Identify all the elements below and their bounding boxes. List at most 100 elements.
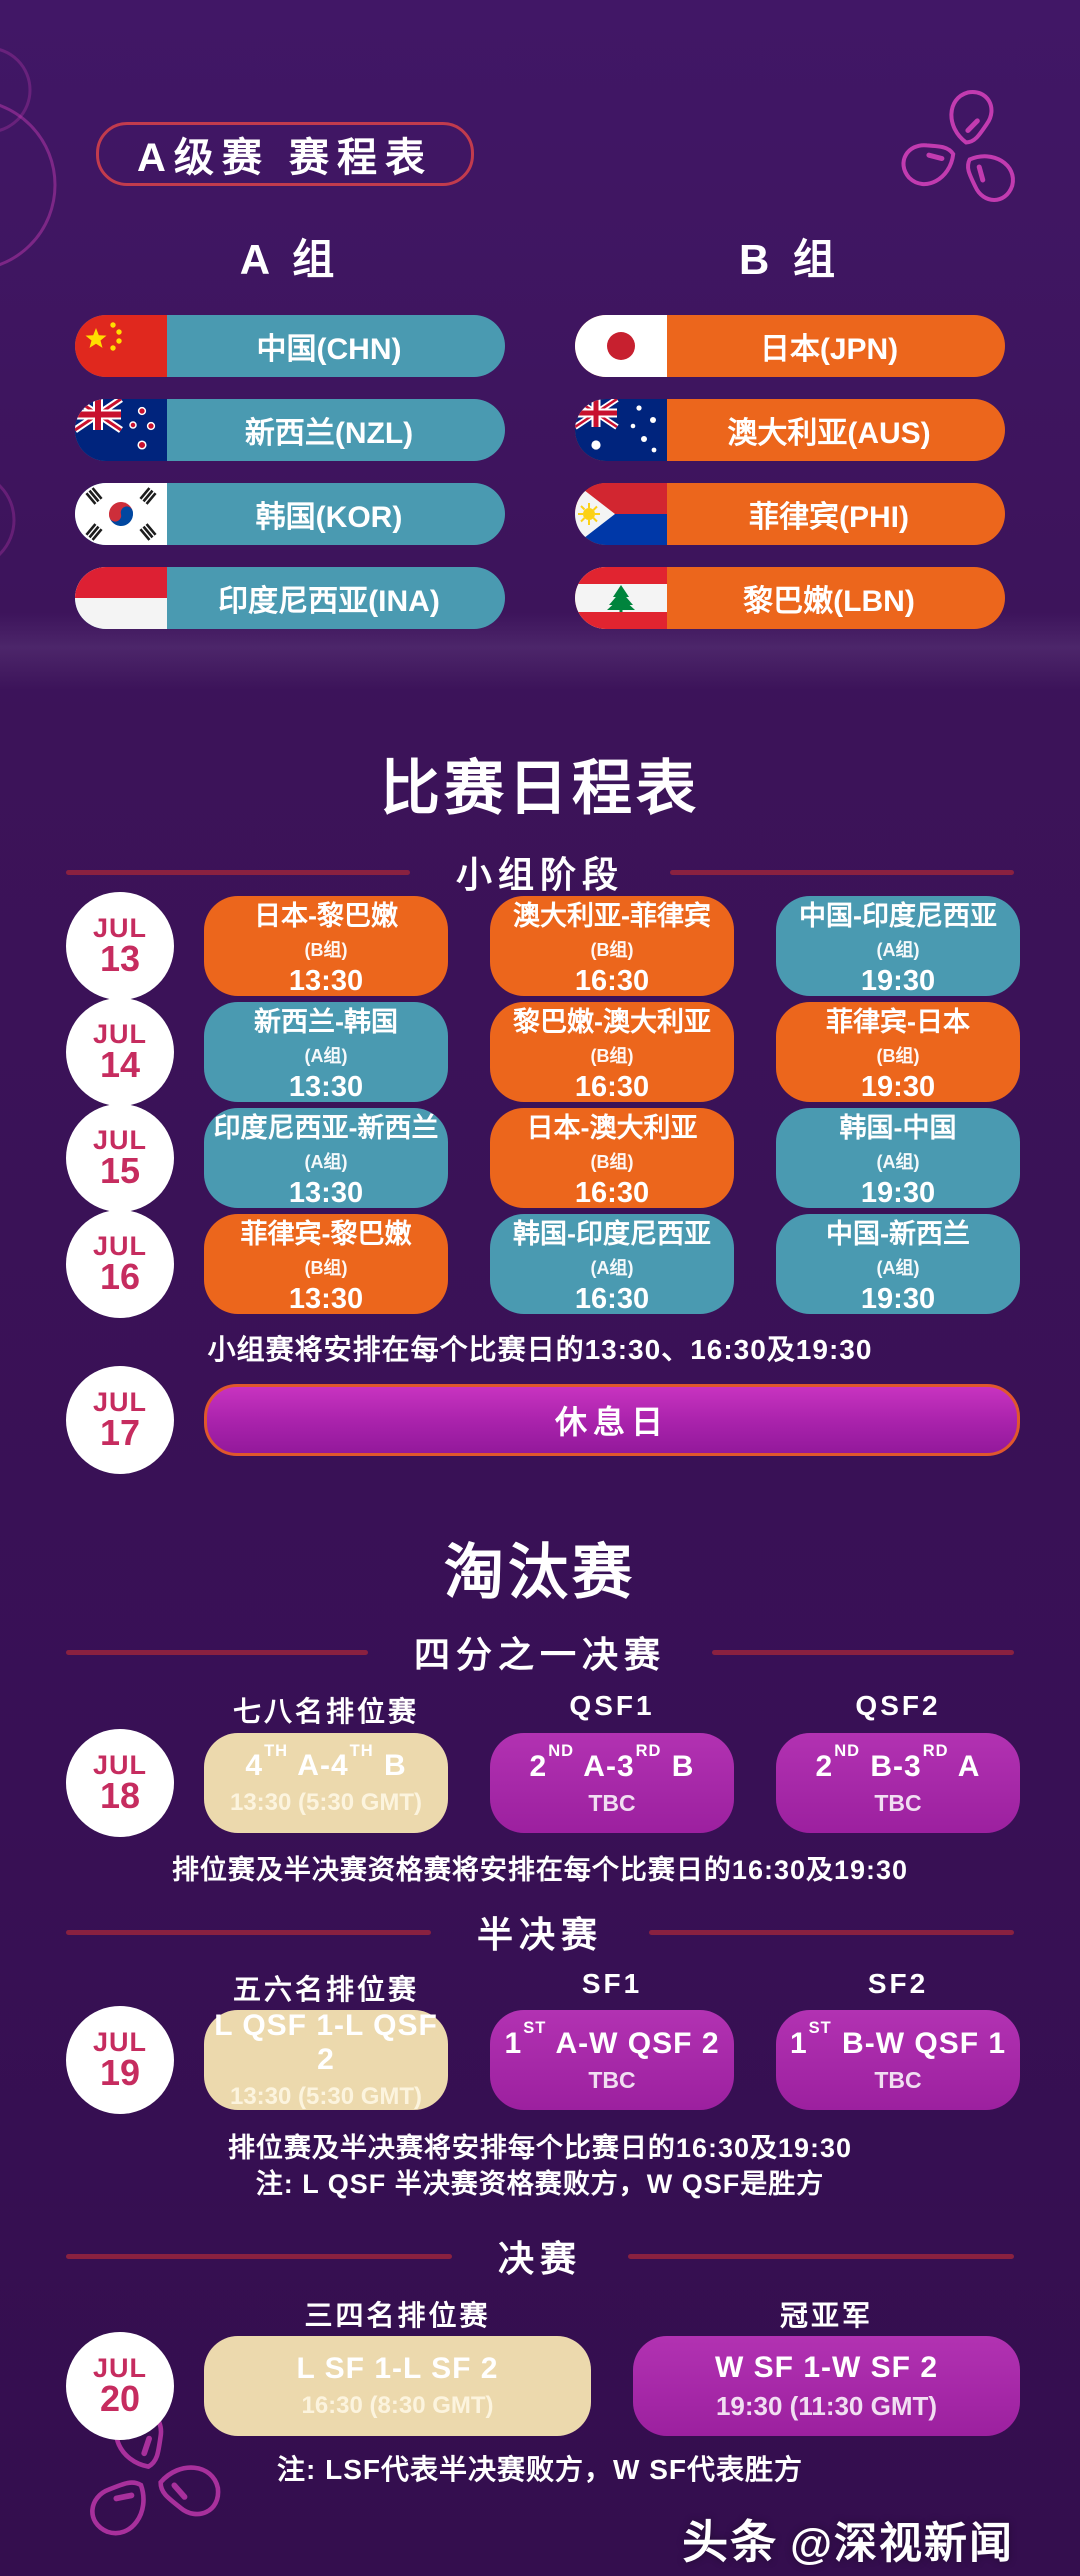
column-header: QSF1 (569, 1690, 655, 1721)
team-pill-south-korea: 韩国(KOR) (75, 483, 505, 545)
match-teams: 韩国-印度尼西亚 (513, 1219, 711, 1249)
column-header: SF1 (581, 1968, 643, 1999)
team-name: 印度尼西亚(INA) (218, 585, 440, 618)
match-teams: 菲律宾-黎巴嫩 (240, 1219, 412, 1249)
quarterfinal-label: 四分之一决赛 (414, 1634, 667, 1675)
match-time: 13:30 (288, 965, 364, 997)
date-day: 19 (99, 2051, 141, 2093)
match-card: 黎巴嫩-澳大利亚 (B组) 16:30 (490, 1002, 734, 1103)
knockout-time: TBC (874, 1789, 922, 1816)
match-group: (A组) (876, 940, 920, 960)
match-group: (A组) (304, 1152, 348, 1172)
match-teams: 新西兰-韩国 (254, 1007, 398, 1037)
knockout-time: 19:30 (11:30 GMT) (715, 2390, 938, 2421)
group-b-column: B 组 日本(JPN) 澳大利亚(AUS) 菲律宾(PHI) 黎巴嫩(LBN) (575, 226, 1005, 651)
knockout-matchup: L SF 1-L SF 2 (296, 2352, 499, 2385)
philippines-flag-icon (575, 483, 667, 545)
date-badge: JUL 14 (66, 998, 174, 1106)
match-card: 韩国-印度尼西亚 (A组) 16:30 (490, 1214, 734, 1315)
knockout-card: 2ND A-3RD B TBC (490, 1733, 734, 1833)
match-group: (B组) (590, 1152, 634, 1172)
knockout-time: TBC (588, 1789, 636, 1816)
match-group: (B组) (590, 1046, 634, 1066)
match-cards: 日本-黎巴嫩 (B组) 13:30 澳大利亚-菲律宾 (B组) 16:30 中国… (204, 896, 1020, 997)
match-time: 13:30 (288, 1177, 364, 1209)
divider-line (66, 1649, 368, 1655)
team-pill-japan: 日本(JPN) (575, 315, 1005, 377)
new-zealand-flag-icon (75, 399, 167, 461)
match-teams: 印度尼西亚-新西兰 (213, 1113, 439, 1143)
team-name: 澳大利亚(AUS) (727, 417, 931, 450)
final-headers: 三四名排位赛 冠亚军 (204, 2294, 1020, 2334)
match-time: 19:30 (860, 965, 936, 997)
final-note: 注: LSF代表半决赛败方，W SF代表胜方 (277, 2454, 803, 2485)
knockout-card: L SF 1-L SF 2 16:30 (8:30 GMT) (204, 2336, 591, 2436)
schedule-title: 比赛日程表 (380, 755, 700, 822)
knockout-card: W SF 1-W SF 2 19:30 (11:30 GMT) (633, 2336, 1020, 2436)
divider-line (66, 2253, 452, 2259)
divider-line (712, 1649, 1015, 1655)
column-header: QSF2 (855, 1690, 941, 1721)
final-label: 决赛 (498, 2238, 583, 2279)
knockout-card: 4TH A-4TH B 13:30 (5:30 GMT) (204, 1733, 448, 1833)
match-card: 印度尼西亚-新西兰 (A组) 13:30 (204, 1108, 448, 1209)
match-teams: 菲律宾-日本 (826, 1007, 970, 1037)
match-group: (A组) (590, 1258, 634, 1278)
team-name: 日本(JPN) (759, 333, 899, 366)
knockout-matchup: 2ND B-3RD A (815, 1742, 981, 1783)
team-name: 中国(CHN) (256, 333, 402, 366)
watermark-handle: @深视新闻 (790, 2520, 1014, 2568)
knockout-day-row-jul20: JUL 20 L SF 1-L SF 2 16:30 (8:30 GMT) W … (66, 2332, 1020, 2440)
knockout-cards: L QSF 1-L QSF 2 13:30 (5:30 GMT) 1ST A-W… (204, 2009, 1020, 2110)
knockout-time: TBC (588, 2066, 636, 2093)
match-teams: 韩国-中国 (839, 1113, 957, 1143)
quarterfinal-divider: 四分之一决赛 (0, 1626, 1080, 1678)
match-group: (A组) (876, 1258, 920, 1278)
rest-day-label: 休息日 (554, 1404, 669, 1440)
match-time: 19:30 (860, 1283, 936, 1315)
title-badge: A级赛 赛程表 (96, 122, 474, 186)
team-name: 新西兰(NZL) (244, 417, 414, 450)
watermark: 头条 @深视新闻 (682, 2506, 1014, 2572)
match-time: 19:30 (860, 1071, 936, 1103)
semifinal-note-1: 排位赛及半决赛将安排每个比赛日的16:30及19:30 (227, 2133, 853, 2163)
date-day: 17 (99, 1411, 141, 1453)
match-group: (A组) (304, 1046, 348, 1066)
match-time: 13:30 (288, 1071, 364, 1103)
match-teams: 中国-印度尼西亚 (799, 901, 997, 931)
rest-day-row: JUL 17 休息日 (66, 1366, 1020, 1474)
schedule-day-row-jul13: JUL 13 日本-黎巴嫩 (B组) 13:30 澳大利亚-菲律宾 (B组) 1… (66, 892, 1020, 1000)
date-badge: JUL 17 (66, 1366, 174, 1474)
knockout-matchup: 2ND A-3RD B (529, 1742, 695, 1783)
semifinal-note-2: 注: L QSF 半决赛资格赛败方，W QSF是胜方 (255, 2169, 825, 2199)
team-name: 韩国(KOR) (255, 501, 403, 534)
match-card: 韩国-中国 (A组) 19:30 (776, 1108, 1020, 1209)
semifinal-headers: 五六名排位赛 SF1 SF2 (204, 1968, 1020, 2008)
team-pill-indonesia: 印度尼西亚(INA) (75, 567, 505, 629)
arc-decoration (0, 103, 57, 267)
match-group: (A组) (876, 1152, 920, 1172)
match-card: 日本-澳大利亚 (B组) 16:30 (490, 1108, 734, 1209)
divider-line (628, 2253, 1015, 2259)
divider-line (66, 1929, 431, 1935)
schedule-day-row-jul14: JUL 14 新西兰-韩国 (A组) 13:30 黎巴嫩-澳大利亚 (B组) 1… (66, 998, 1020, 1106)
match-time: 16:30 (574, 1071, 650, 1103)
date-month: JUL (92, 1125, 147, 1156)
knockout-time: 16:30 (8:30 GMT) (301, 2392, 494, 2419)
knockout-title: 淘汰赛 (444, 1539, 636, 1606)
match-card: 菲律宾-黎巴嫩 (B组) 13:30 (204, 1214, 448, 1315)
south-korea-flag-icon (75, 483, 167, 545)
date-day: 18 (99, 1774, 141, 1816)
knockout-day-row-jul18: JUL 18 4TH A-4TH B 13:30 (5:30 GMT) 2ND … (66, 1729, 1020, 1837)
knockout-matchup: 1ST B-W QSF 1 (789, 2019, 1007, 2060)
match-group: (B组) (876, 1046, 920, 1066)
date-badge: JUL 18 (66, 1729, 174, 1837)
match-time: 16:30 (574, 965, 650, 997)
match-group: (B组) (304, 1258, 348, 1278)
date-day: 20 (99, 2377, 141, 2419)
final-divider: 决赛 (0, 2230, 1080, 2282)
watermark-brand: 头条 (682, 2516, 779, 2568)
divider-line (670, 869, 1015, 875)
knockout-card: 1ST A-W QSF 2 TBC (490, 2010, 734, 2110)
